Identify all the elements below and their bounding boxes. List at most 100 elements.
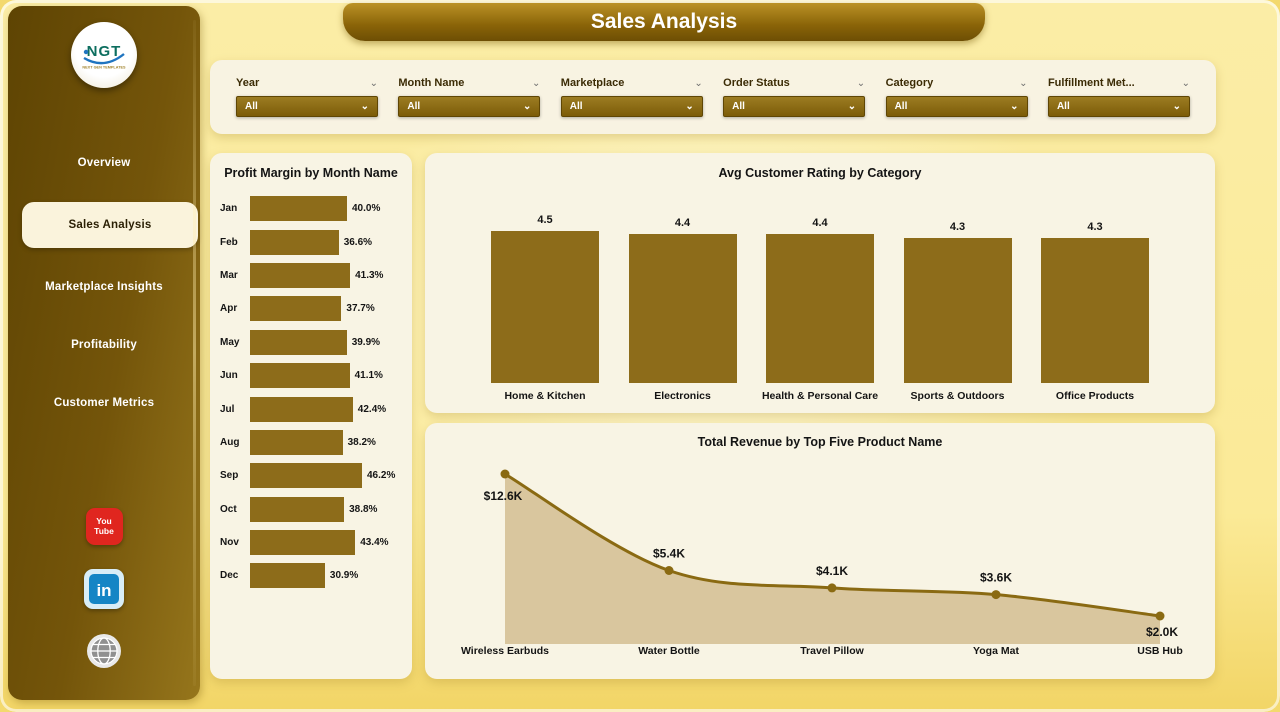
revenue-chart-card: Total Revenue by Top Five Product Name $… — [425, 423, 1215, 679]
filter-value: All — [245, 101, 258, 112]
filter-label: Fulfillment Met... — [1047, 77, 1135, 89]
month-label: Aug — [220, 436, 240, 448]
chevron-down-icon[interactable]: ⌄ — [1181, 77, 1190, 89]
profit-bar[interactable] — [250, 429, 343, 455]
chevron-down-icon[interactable]: ⌄ — [1019, 77, 1028, 89]
rating-category-label: Office Products — [1055, 390, 1135, 402]
filter-select-month-name[interactable]: All ⌄ — [398, 96, 541, 117]
revenue-data-point[interactable] — [991, 590, 1001, 600]
logo-subtext: NEXT GEN TEMPLATES — [82, 66, 126, 70]
profit-bar[interactable] — [250, 530, 356, 556]
rating-columns: 4.5 Home & Kitchen 4.4 Electronics 4.4 Health… — [445, 182, 1195, 402]
profit-value-label: 38.2% — [347, 436, 376, 448]
sidebar-item-customer-metrics[interactable]: Customer Metrics — [53, 397, 155, 409]
profit-bar[interactable] — [250, 296, 342, 322]
filter-value: All — [1056, 101, 1070, 112]
globe-icon[interactable] — [86, 633, 122, 674]
revenue-data-point[interactable] — [1155, 611, 1165, 621]
revenue-data-point[interactable] — [664, 566, 674, 575]
filter-value: All — [894, 101, 908, 112]
profit-bar[interactable] — [250, 563, 325, 589]
chevron-down-icon: ⌄ — [1010, 101, 1019, 112]
profit-bar[interactable] — [250, 463, 362, 489]
profit-bar[interactable] — [250, 396, 353, 422]
filter-label: Marketplace — [560, 77, 625, 89]
sidebar-item-profitability[interactable]: Profitability — [71, 339, 137, 351]
month-label: Dec — [220, 570, 239, 582]
filter-header: Fulfillment Met... ⌄ — [1048, 77, 1190, 89]
globe-graphic — [87, 634, 121, 668]
filter-marketplace: Marketplace ⌄ All ⌄ — [560, 77, 703, 117]
filter-value: All — [569, 101, 583, 112]
filter-select-marketplace[interactable]: All ⌄ — [560, 96, 703, 117]
sidebar-item-sales-analysis[interactable]: Sales Analysis — [22, 202, 198, 248]
revenue-data-point[interactable] — [827, 583, 837, 593]
revenue-value-label: $2.0K — [1146, 625, 1178, 639]
sidebar-item-overview[interactable]: Overview — [77, 157, 131, 169]
filter-select-category[interactable]: All ⌄ — [885, 96, 1028, 117]
filter-header: Month Name ⌄ — [398, 77, 540, 89]
rating-category-label: Sports & Outdoors — [910, 390, 1005, 402]
profit-bar-row: Dec 30.9% — [220, 559, 402, 592]
profit-bar[interactable] — [250, 196, 347, 222]
filter-label: Category — [885, 77, 934, 89]
filter-category: Category ⌄ All ⌄ — [885, 77, 1028, 117]
rating-chart-title: Avg Customer Rating by Category — [718, 166, 922, 180]
ngt-logo-graphic: NGT NEXT GEN TEMPLATES — [82, 43, 126, 70]
chevron-down-icon[interactable]: ⌄ — [369, 77, 378, 89]
month-label: Mar — [220, 269, 238, 281]
profit-bar[interactable] — [250, 229, 339, 255]
profit-margin-chart-card: Profit Margin by Month Name Jan 40.0% Feb 3… — [210, 153, 412, 679]
revenue-category-label: Travel Pillow — [800, 645, 864, 657]
rating-bar[interactable] — [903, 237, 1012, 383]
revenue-category-label: Wireless Earbuds — [461, 645, 549, 657]
rating-value-label: 4.3 — [949, 220, 966, 233]
rating-bar[interactable] — [491, 231, 599, 383]
filter-select-order-status[interactable]: All ⌄ — [723, 96, 866, 117]
rating-bar[interactable] — [1041, 237, 1149, 383]
filter-select-year[interactable]: All ⌄ — [236, 96, 378, 117]
chevron-down-icon[interactable]: ⌄ — [856, 77, 866, 89]
profit-value-label: 42.4% — [357, 403, 387, 415]
month-label: Apr — [220, 303, 238, 315]
profit-value-label: 30.9% — [329, 570, 359, 582]
logo-text: NGT — [87, 43, 122, 60]
profit-bar[interactable] — [250, 496, 345, 522]
profit-bar[interactable] — [250, 329, 347, 355]
filter-label: Year — [236, 77, 260, 89]
revenue-chart-title: Total Revenue by Top Five Product Name — [697, 435, 943, 449]
rating-column: 4.4 Electronics — [628, 182, 737, 402]
revenue-category-label: USB Hub — [1137, 645, 1183, 657]
youtube-icon[interactable]: You Tube — [85, 508, 123, 545]
filter-order-status: Order Status ⌄ All ⌄ — [723, 77, 866, 117]
profit-bar-row: Jun 41.1% — [220, 359, 402, 392]
filter-select-fulfillment-met[interactable]: All ⌄ — [1047, 96, 1190, 117]
chevron-down-icon[interactable]: ⌄ — [694, 77, 703, 89]
page-title-banner: Sales Analysis — [343, 3, 985, 41]
profit-bar-row: Oct 38.8% — [220, 493, 402, 526]
month-label: Jan — [220, 203, 238, 215]
linkedin-glyph: in — [89, 574, 119, 604]
profit-bar-row: May 39.9% — [220, 326, 402, 359]
profit-value-label: 36.6% — [343, 236, 373, 248]
chevron-down-icon[interactable]: ⌄ — [532, 77, 541, 89]
linkedin-icon[interactable]: in — [84, 569, 124, 609]
profit-value-label: 43.4% — [360, 537, 389, 549]
revenue-area-chart: $12.6K $5.4K $4.1K $3.6K $2.0K Wireless Earbu… — [461, 469, 1183, 657]
filter-label: Order Status — [723, 77, 790, 89]
rating-bar[interactable] — [628, 234, 737, 383]
sidebar-item-marketplace-insights[interactable]: Marketplace Insights — [45, 281, 163, 293]
revenue-value-label: $3.6K — [980, 571, 1012, 585]
ngt-logo: NGT NEXT GEN TEMPLATES — [71, 22, 137, 88]
rating-bar[interactable] — [766, 234, 874, 383]
youtube-text-bottom: Tube — [94, 525, 114, 536]
profit-bar[interactable] — [250, 262, 351, 288]
rating-value-label: 4.3 — [1087, 220, 1103, 233]
month-label: Sep — [220, 470, 239, 482]
chevron-down-icon: ⌄ — [685, 101, 694, 112]
profit-bar[interactable] — [250, 363, 350, 389]
revenue-data-point[interactable] — [500, 469, 510, 479]
rating-category-label: Health & Personal Care — [761, 390, 879, 402]
revenue-value-label: $5.4K — [653, 547, 685, 561]
